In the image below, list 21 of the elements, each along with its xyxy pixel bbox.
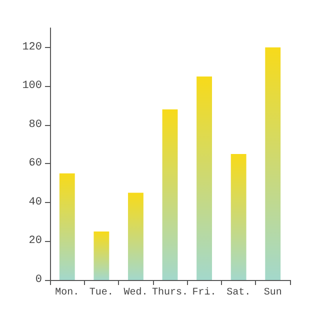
y-tick-label: 20 [28, 235, 42, 248]
y-tick-label: 40 [28, 196, 42, 208]
x-tick-label: Thurs. [152, 286, 188, 298]
x-tick-label: Fri. [192, 286, 216, 298]
x-tick-label: Tue. [89, 288, 114, 298]
x-tick-label: Mon. [55, 288, 80, 298]
y-tick-label: 60 [28, 158, 42, 170]
y-tick-label: 80 [28, 118, 42, 131]
bar [265, 47, 281, 280]
bar [196, 76, 212, 280]
y-tick-label: 0 [35, 274, 42, 286]
y-tick-label: 120 [22, 41, 42, 54]
x-tick-label: Sun [264, 288, 282, 298]
bar [59, 173, 75, 280]
x-tick-label: Wed. [124, 286, 148, 298]
x-tick-label: Sat. [226, 288, 251, 298]
bar [94, 232, 110, 280]
bar [162, 109, 178, 280]
bar [128, 192, 144, 280]
y-tick-label: 100 [22, 80, 42, 92]
bar [230, 154, 246, 280]
